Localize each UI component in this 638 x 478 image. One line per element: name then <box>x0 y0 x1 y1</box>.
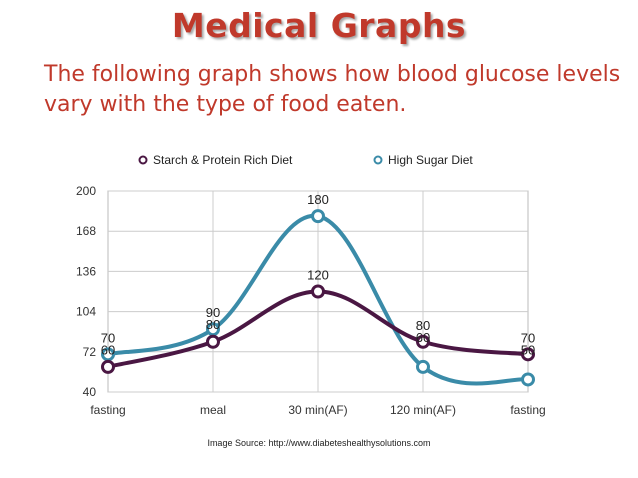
data-label: 80 <box>206 317 220 332</box>
slide-title: Medical Graphs <box>171 6 467 45</box>
x-tick-label: 120 min(AF) <box>390 403 456 417</box>
y-tick-label: 72 <box>83 345 97 359</box>
data-label: 120 <box>307 268 329 283</box>
data-point <box>206 334 220 349</box>
data-label: 70 <box>101 330 115 345</box>
data-point <box>416 334 430 349</box>
data-point <box>416 359 430 374</box>
x-tick-label: fasting <box>90 403 125 417</box>
data-point <box>206 322 220 337</box>
data-point <box>101 359 115 374</box>
y-tick-label: 136 <box>76 264 96 278</box>
data-point <box>101 347 115 362</box>
data-label: 180 <box>307 192 329 207</box>
y-tick-label: 40 <box>83 385 97 399</box>
data-label: 70 <box>521 330 535 345</box>
y-tick-label: 168 <box>76 224 96 238</box>
legend-label: High Sugar Diet <box>388 153 473 167</box>
legend-marker <box>138 155 148 165</box>
data-point <box>311 209 325 224</box>
data-point <box>521 372 535 387</box>
y-tick-label: 200 <box>76 184 96 198</box>
legend-marker <box>373 155 383 165</box>
x-tick-label: 30 min(AF) <box>288 403 347 417</box>
data-label: 50 <box>521 342 535 357</box>
image-source-caption: Image Source: http://www.diabeteshealthy… <box>207 438 431 448</box>
legend-label: Starch & Protein Rich Diet <box>153 153 293 167</box>
data-label: 60 <box>101 342 115 357</box>
data-point <box>311 284 325 299</box>
x-tick-label: meal <box>200 403 226 417</box>
data-label: 60 <box>416 330 430 345</box>
x-tick-label: fasting <box>510 403 545 417</box>
data-point <box>521 347 535 362</box>
slide-subtitle: The following graph shows how blood gluc… <box>44 62 621 117</box>
data-label: 90 <box>206 305 220 320</box>
data-label: 80 <box>416 318 430 333</box>
y-tick-label: 104 <box>76 305 96 319</box>
